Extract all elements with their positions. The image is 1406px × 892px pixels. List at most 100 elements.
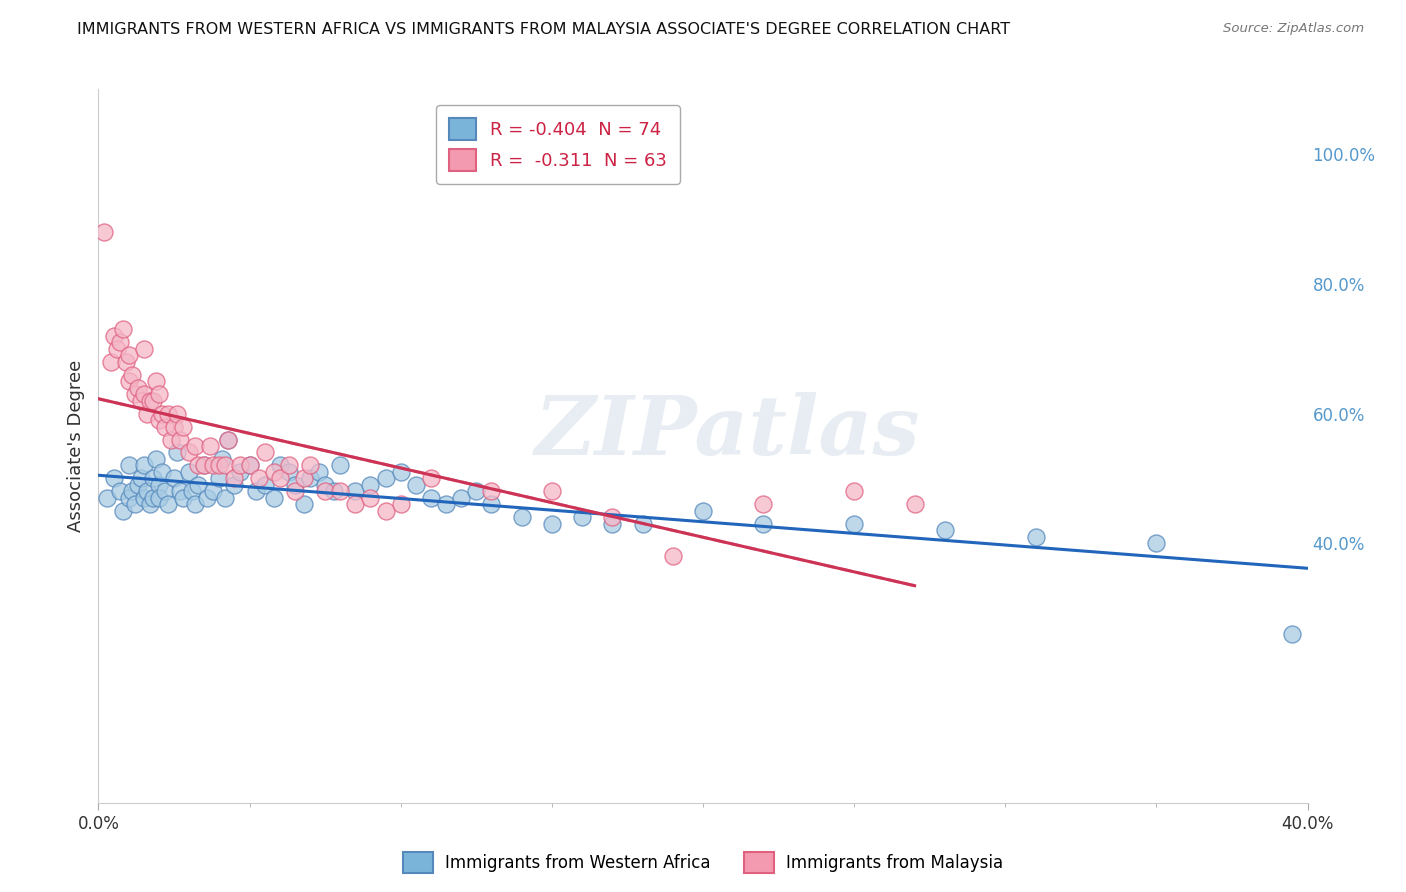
Point bbox=[139, 393, 162, 408]
Point bbox=[195, 491, 218, 505]
Point bbox=[124, 497, 146, 511]
Point bbox=[374, 504, 396, 518]
Point bbox=[450, 491, 472, 505]
Point bbox=[540, 516, 562, 531]
Point bbox=[481, 497, 503, 511]
Point bbox=[389, 465, 412, 479]
Point bbox=[129, 471, 152, 485]
Point bbox=[214, 491, 236, 505]
Point bbox=[139, 497, 162, 511]
Point bbox=[132, 458, 155, 473]
Point bbox=[1024, 530, 1046, 544]
Point bbox=[127, 478, 149, 492]
Point bbox=[329, 458, 352, 473]
Point bbox=[148, 387, 170, 401]
Point bbox=[308, 465, 330, 479]
Point bbox=[277, 458, 299, 473]
Point bbox=[127, 381, 149, 395]
Point bbox=[292, 471, 315, 485]
Point bbox=[156, 407, 179, 421]
Point bbox=[239, 458, 262, 473]
Point bbox=[135, 407, 157, 421]
Point bbox=[105, 342, 128, 356]
Point bbox=[1281, 627, 1303, 641]
Point bbox=[124, 387, 146, 401]
Point bbox=[100, 354, 122, 368]
Point bbox=[211, 452, 233, 467]
Point bbox=[571, 510, 593, 524]
Point bbox=[844, 516, 866, 531]
Point bbox=[118, 458, 141, 473]
Point bbox=[163, 471, 186, 485]
Point bbox=[1144, 536, 1167, 550]
Point bbox=[166, 407, 188, 421]
Point bbox=[172, 419, 194, 434]
Point bbox=[121, 368, 143, 382]
Point bbox=[323, 484, 346, 499]
Point bbox=[631, 516, 654, 531]
Point bbox=[193, 458, 215, 473]
Point bbox=[145, 374, 167, 388]
Point bbox=[184, 439, 207, 453]
Point bbox=[465, 484, 488, 499]
Point bbox=[169, 484, 191, 499]
Point bbox=[114, 354, 136, 368]
Point bbox=[217, 433, 239, 447]
Point bbox=[121, 484, 143, 499]
Point bbox=[132, 491, 155, 505]
Point bbox=[360, 478, 382, 492]
Point bbox=[208, 471, 231, 485]
Point bbox=[752, 497, 775, 511]
Point bbox=[129, 393, 152, 408]
Point bbox=[661, 549, 683, 564]
Point bbox=[540, 484, 562, 499]
Y-axis label: Associate's Degree: Associate's Degree bbox=[66, 359, 84, 533]
Point bbox=[752, 516, 775, 531]
Point bbox=[160, 433, 183, 447]
Point bbox=[148, 478, 170, 492]
Point bbox=[111, 322, 134, 336]
Point bbox=[142, 471, 165, 485]
Point bbox=[187, 478, 209, 492]
Point bbox=[118, 348, 141, 362]
Point bbox=[179, 445, 201, 459]
Point bbox=[96, 491, 118, 505]
Point bbox=[118, 491, 141, 505]
Point bbox=[344, 497, 367, 511]
Point bbox=[150, 407, 173, 421]
Point bbox=[329, 484, 352, 499]
Point bbox=[217, 433, 239, 447]
Point bbox=[284, 484, 307, 499]
Point bbox=[150, 465, 173, 479]
Point bbox=[229, 465, 252, 479]
Point bbox=[389, 497, 412, 511]
Point bbox=[602, 510, 624, 524]
Point bbox=[420, 491, 443, 505]
Point bbox=[181, 484, 204, 499]
Point bbox=[118, 374, 141, 388]
Point bbox=[420, 471, 443, 485]
Point bbox=[277, 465, 299, 479]
Point bbox=[214, 458, 236, 473]
Point bbox=[510, 510, 533, 524]
Point bbox=[187, 458, 209, 473]
Text: IMMIGRANTS FROM WESTERN AFRICA VS IMMIGRANTS FROM MALAYSIA ASSOCIATE'S DEGREE CO: IMMIGRANTS FROM WESTERN AFRICA VS IMMIGR… bbox=[77, 22, 1011, 37]
Point bbox=[360, 491, 382, 505]
Legend: R = -0.404  N = 74, R =  -0.311  N = 63: R = -0.404 N = 74, R = -0.311 N = 63 bbox=[436, 105, 679, 184]
Point bbox=[132, 387, 155, 401]
Point bbox=[148, 413, 170, 427]
Point bbox=[153, 484, 176, 499]
Text: Source: ZipAtlas.com: Source: ZipAtlas.com bbox=[1223, 22, 1364, 36]
Point bbox=[904, 497, 927, 511]
Legend: Immigrants from Western Africa, Immigrants from Malaysia: Immigrants from Western Africa, Immigran… bbox=[396, 846, 1010, 880]
Point bbox=[184, 497, 207, 511]
Point bbox=[208, 458, 231, 473]
Point bbox=[314, 478, 336, 492]
Point bbox=[111, 504, 134, 518]
Point bbox=[239, 458, 262, 473]
Point bbox=[166, 445, 188, 459]
Point bbox=[314, 484, 336, 499]
Point bbox=[269, 471, 291, 485]
Point bbox=[172, 491, 194, 505]
Point bbox=[108, 335, 131, 350]
